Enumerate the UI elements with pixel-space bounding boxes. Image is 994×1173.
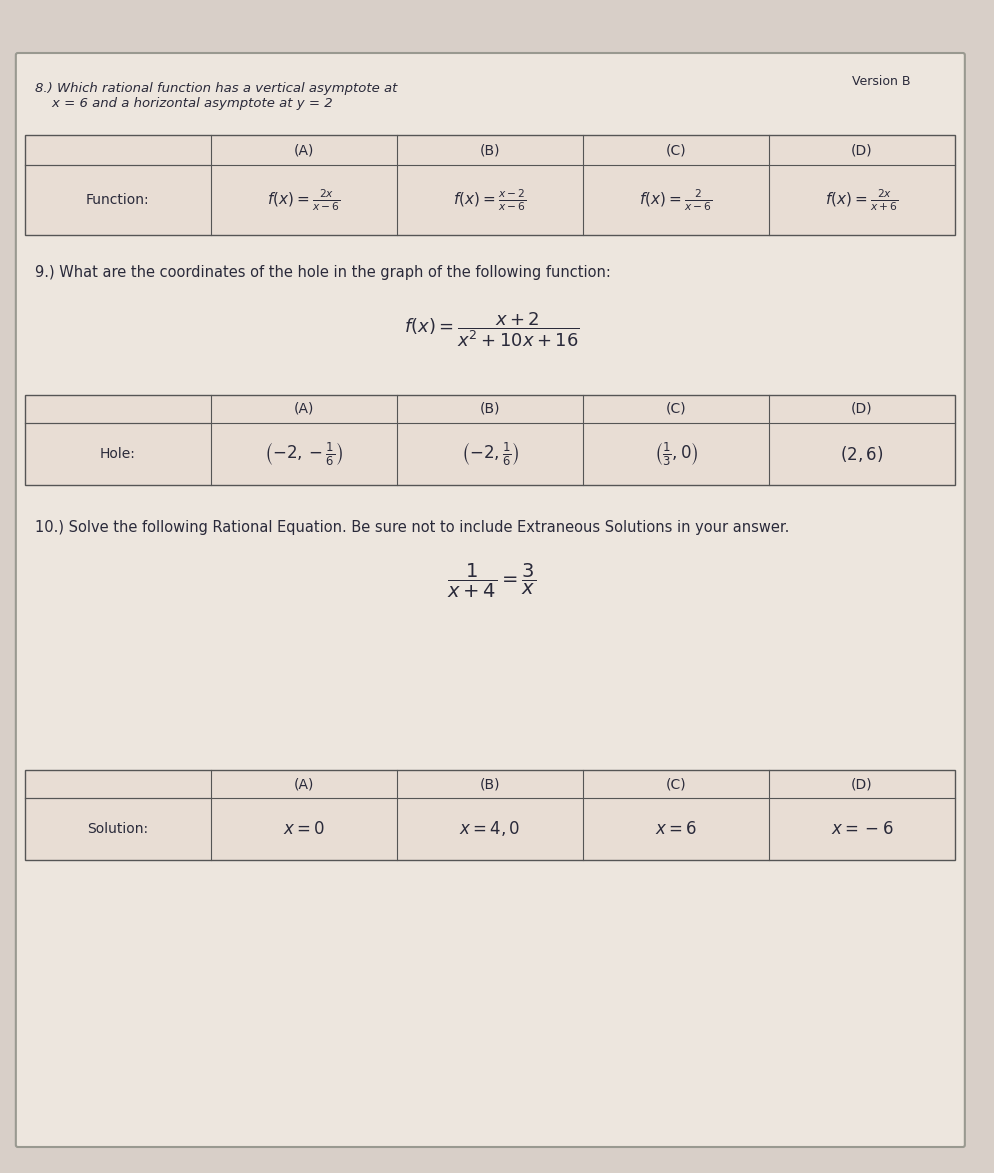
- Text: (D): (D): [850, 402, 872, 416]
- Bar: [25, 395, 954, 484]
- Text: (C): (C): [665, 402, 686, 416]
- Text: (A): (A): [293, 777, 314, 791]
- Text: 10.) Solve the following Rational Equation. Be sure not to include Extraneous So: 10.) Solve the following Rational Equati…: [35, 520, 788, 535]
- Bar: [25, 135, 954, 235]
- Text: $x = 6$: $x = 6$: [654, 820, 696, 838]
- Text: $x = 0$: $x = 0$: [282, 820, 324, 838]
- Text: $x = -6$: $x = -6$: [830, 820, 893, 838]
- Text: (B): (B): [479, 777, 500, 791]
- Text: $f(x) = \frac{2x}{x + 6}$: $f(x) = \frac{2x}{x + 6}$: [824, 188, 898, 212]
- Text: $\dfrac{1}{x+4} = \dfrac{3}{x}$: $\dfrac{1}{x+4} = \dfrac{3}{x}$: [446, 562, 536, 601]
- Text: $f(x) = \frac{2}{x - 6}$: $f(x) = \frac{2}{x - 6}$: [638, 188, 712, 212]
- Text: x = 6 and a horizontal asymptote at y = 2: x = 6 and a horizontal asymptote at y = …: [35, 97, 332, 110]
- Text: (A): (A): [293, 143, 314, 157]
- Text: $\left(\frac{1}{3}, 0\right)$: $\left(\frac{1}{3}, 0\right)$: [653, 440, 698, 468]
- Text: $f(x) = \frac{2x}{x - 6}$: $f(x) = \frac{2x}{x - 6}$: [267, 188, 340, 212]
- FancyBboxPatch shape: [16, 53, 964, 1147]
- Text: $f(x) = \frac{x - 2}{x - 6}$: $f(x) = \frac{x - 2}{x - 6}$: [453, 188, 526, 212]
- Text: (A): (A): [293, 402, 314, 416]
- Text: (D): (D): [850, 777, 872, 791]
- Text: (B): (B): [479, 143, 500, 157]
- Text: $\left(-2, -\frac{1}{6}\right)$: $\left(-2, -\frac{1}{6}\right)$: [264, 440, 343, 468]
- Bar: [25, 769, 954, 860]
- Text: (B): (B): [479, 402, 500, 416]
- Text: 8.) Which rational function has a vertical asymptote at: 8.) Which rational function has a vertic…: [35, 82, 401, 95]
- Text: $\left(-2, \frac{1}{6}\right)$: $\left(-2, \frac{1}{6}\right)$: [460, 440, 519, 468]
- Text: (D): (D): [850, 143, 872, 157]
- Text: (C): (C): [665, 777, 686, 791]
- Text: $(2, 6)$: $(2, 6)$: [840, 445, 883, 465]
- Text: Hole:: Hole:: [99, 447, 135, 461]
- Text: Function:: Function:: [85, 194, 149, 206]
- Text: (C): (C): [665, 143, 686, 157]
- Text: Solution:: Solution:: [87, 822, 148, 836]
- Text: $f(x) = \dfrac{x + 2}{x^2 + 10x + 16}$: $f(x) = \dfrac{x + 2}{x^2 + 10x + 16}$: [404, 310, 580, 348]
- Text: Version B: Version B: [851, 75, 910, 88]
- Text: 9.) What are the coordinates of the hole in the graph of the following function:: 9.) What are the coordinates of the hole…: [35, 265, 610, 280]
- Text: $x = 4, 0$: $x = 4, 0$: [459, 820, 520, 839]
